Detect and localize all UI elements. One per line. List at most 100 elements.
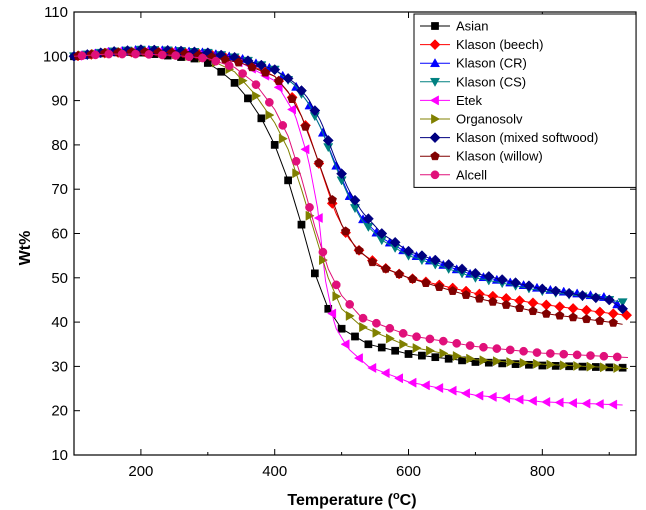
x-tick-label: 600	[396, 463, 421, 480]
data-point	[586, 361, 596, 372]
data-point	[313, 212, 323, 224]
data-point	[372, 327, 382, 338]
data-point	[252, 90, 262, 101]
axes-layer: 200 400 600 800 10 20 30 40 50 60 70 80 90 100 110	[43, 4, 637, 480]
data-point	[474, 293, 485, 303]
legend-label: Organosolv	[456, 112, 523, 127]
data-point	[469, 267, 481, 279]
data-point	[492, 356, 502, 367]
data-point	[461, 290, 471, 299]
y-tick-label: 30	[51, 358, 68, 375]
data-point	[554, 301, 566, 313]
data-point	[572, 350, 582, 360]
legend-marker	[430, 170, 440, 180]
data-point	[345, 310, 355, 321]
legend-marker	[429, 77, 441, 87]
data-point	[269, 64, 281, 76]
data-point	[505, 345, 515, 355]
y-tick-label: 60	[51, 226, 68, 243]
data-point	[354, 245, 364, 255]
data-point	[603, 294, 615, 306]
x-axis-title-main: Temperature (	[287, 492, 393, 509]
data-point	[474, 390, 484, 401]
data-point	[372, 318, 381, 328]
data-point	[573, 360, 583, 371]
data-point	[407, 274, 418, 283]
data-point	[425, 334, 435, 344]
y-tick-label: 70	[51, 181, 68, 198]
data-point	[527, 395, 537, 406]
data-point	[300, 121, 311, 131]
data-point	[203, 59, 212, 67]
data-point	[532, 348, 542, 357]
y-tick-label: 100	[43, 48, 68, 65]
data-point	[613, 362, 623, 374]
data-point	[377, 343, 386, 352]
data-point	[608, 399, 618, 410]
data-point	[144, 50, 154, 59]
data-point	[577, 290, 588, 301]
data-point	[466, 353, 476, 364]
legend-item: Klason (CS)	[420, 74, 526, 89]
data-point	[541, 308, 552, 318]
data-point	[407, 377, 417, 388]
data-point	[260, 67, 271, 77]
data-point	[541, 396, 551, 408]
data-point	[426, 345, 436, 356]
data-point	[184, 52, 194, 62]
data-point	[514, 394, 524, 405]
data-point	[311, 269, 319, 278]
data-point	[332, 291, 342, 302]
data-point	[599, 351, 609, 361]
data-point	[429, 254, 441, 266]
data-point	[376, 228, 388, 239]
data-point	[364, 340, 373, 349]
legend-item: Klason (mixed softwood)	[420, 130, 598, 145]
data-point	[555, 310, 565, 320]
data-point	[465, 341, 475, 350]
data-point	[546, 349, 555, 358]
data-point	[439, 348, 449, 359]
data-point	[286, 104, 296, 115]
data-point	[506, 357, 516, 368]
data-point	[487, 391, 497, 402]
data-point	[510, 277, 522, 289]
data-point	[349, 194, 361, 206]
legend-item: Etek	[420, 93, 483, 108]
data-point	[255, 59, 267, 71]
data-point	[501, 299, 511, 309]
data-point	[211, 56, 221, 66]
y-tick-label: 10	[51, 447, 68, 464]
data-point	[274, 75, 284, 85]
data-point	[217, 67, 226, 76]
data-point	[434, 282, 444, 291]
data-point	[270, 141, 279, 149]
y-tick-label: 40	[51, 314, 68, 331]
data-point	[600, 362, 609, 373]
data-point	[540, 299, 552, 311]
x-tick-label: 400	[262, 463, 287, 480]
legend-label: Klason (beech)	[456, 37, 543, 52]
data-point	[438, 336, 448, 346]
data-point	[367, 362, 377, 373]
data-point	[412, 332, 421, 342]
data-point	[519, 357, 529, 368]
data-point	[398, 329, 408, 338]
data-point	[483, 271, 495, 282]
data-point	[340, 226, 351, 236]
data-point	[559, 360, 569, 371]
data-point	[511, 360, 520, 368]
data-point	[528, 306, 538, 316]
legend-label: Alcell	[456, 167, 487, 182]
data-point	[297, 220, 306, 229]
data-point	[399, 339, 409, 350]
data-point	[498, 359, 507, 368]
legend-item: Alcell	[420, 167, 487, 182]
data-point	[581, 304, 592, 316]
data-point	[244, 94, 252, 103]
data-point	[336, 168, 348, 180]
data-point	[337, 324, 346, 333]
data-point	[265, 98, 274, 107]
data-point	[296, 85, 307, 97]
